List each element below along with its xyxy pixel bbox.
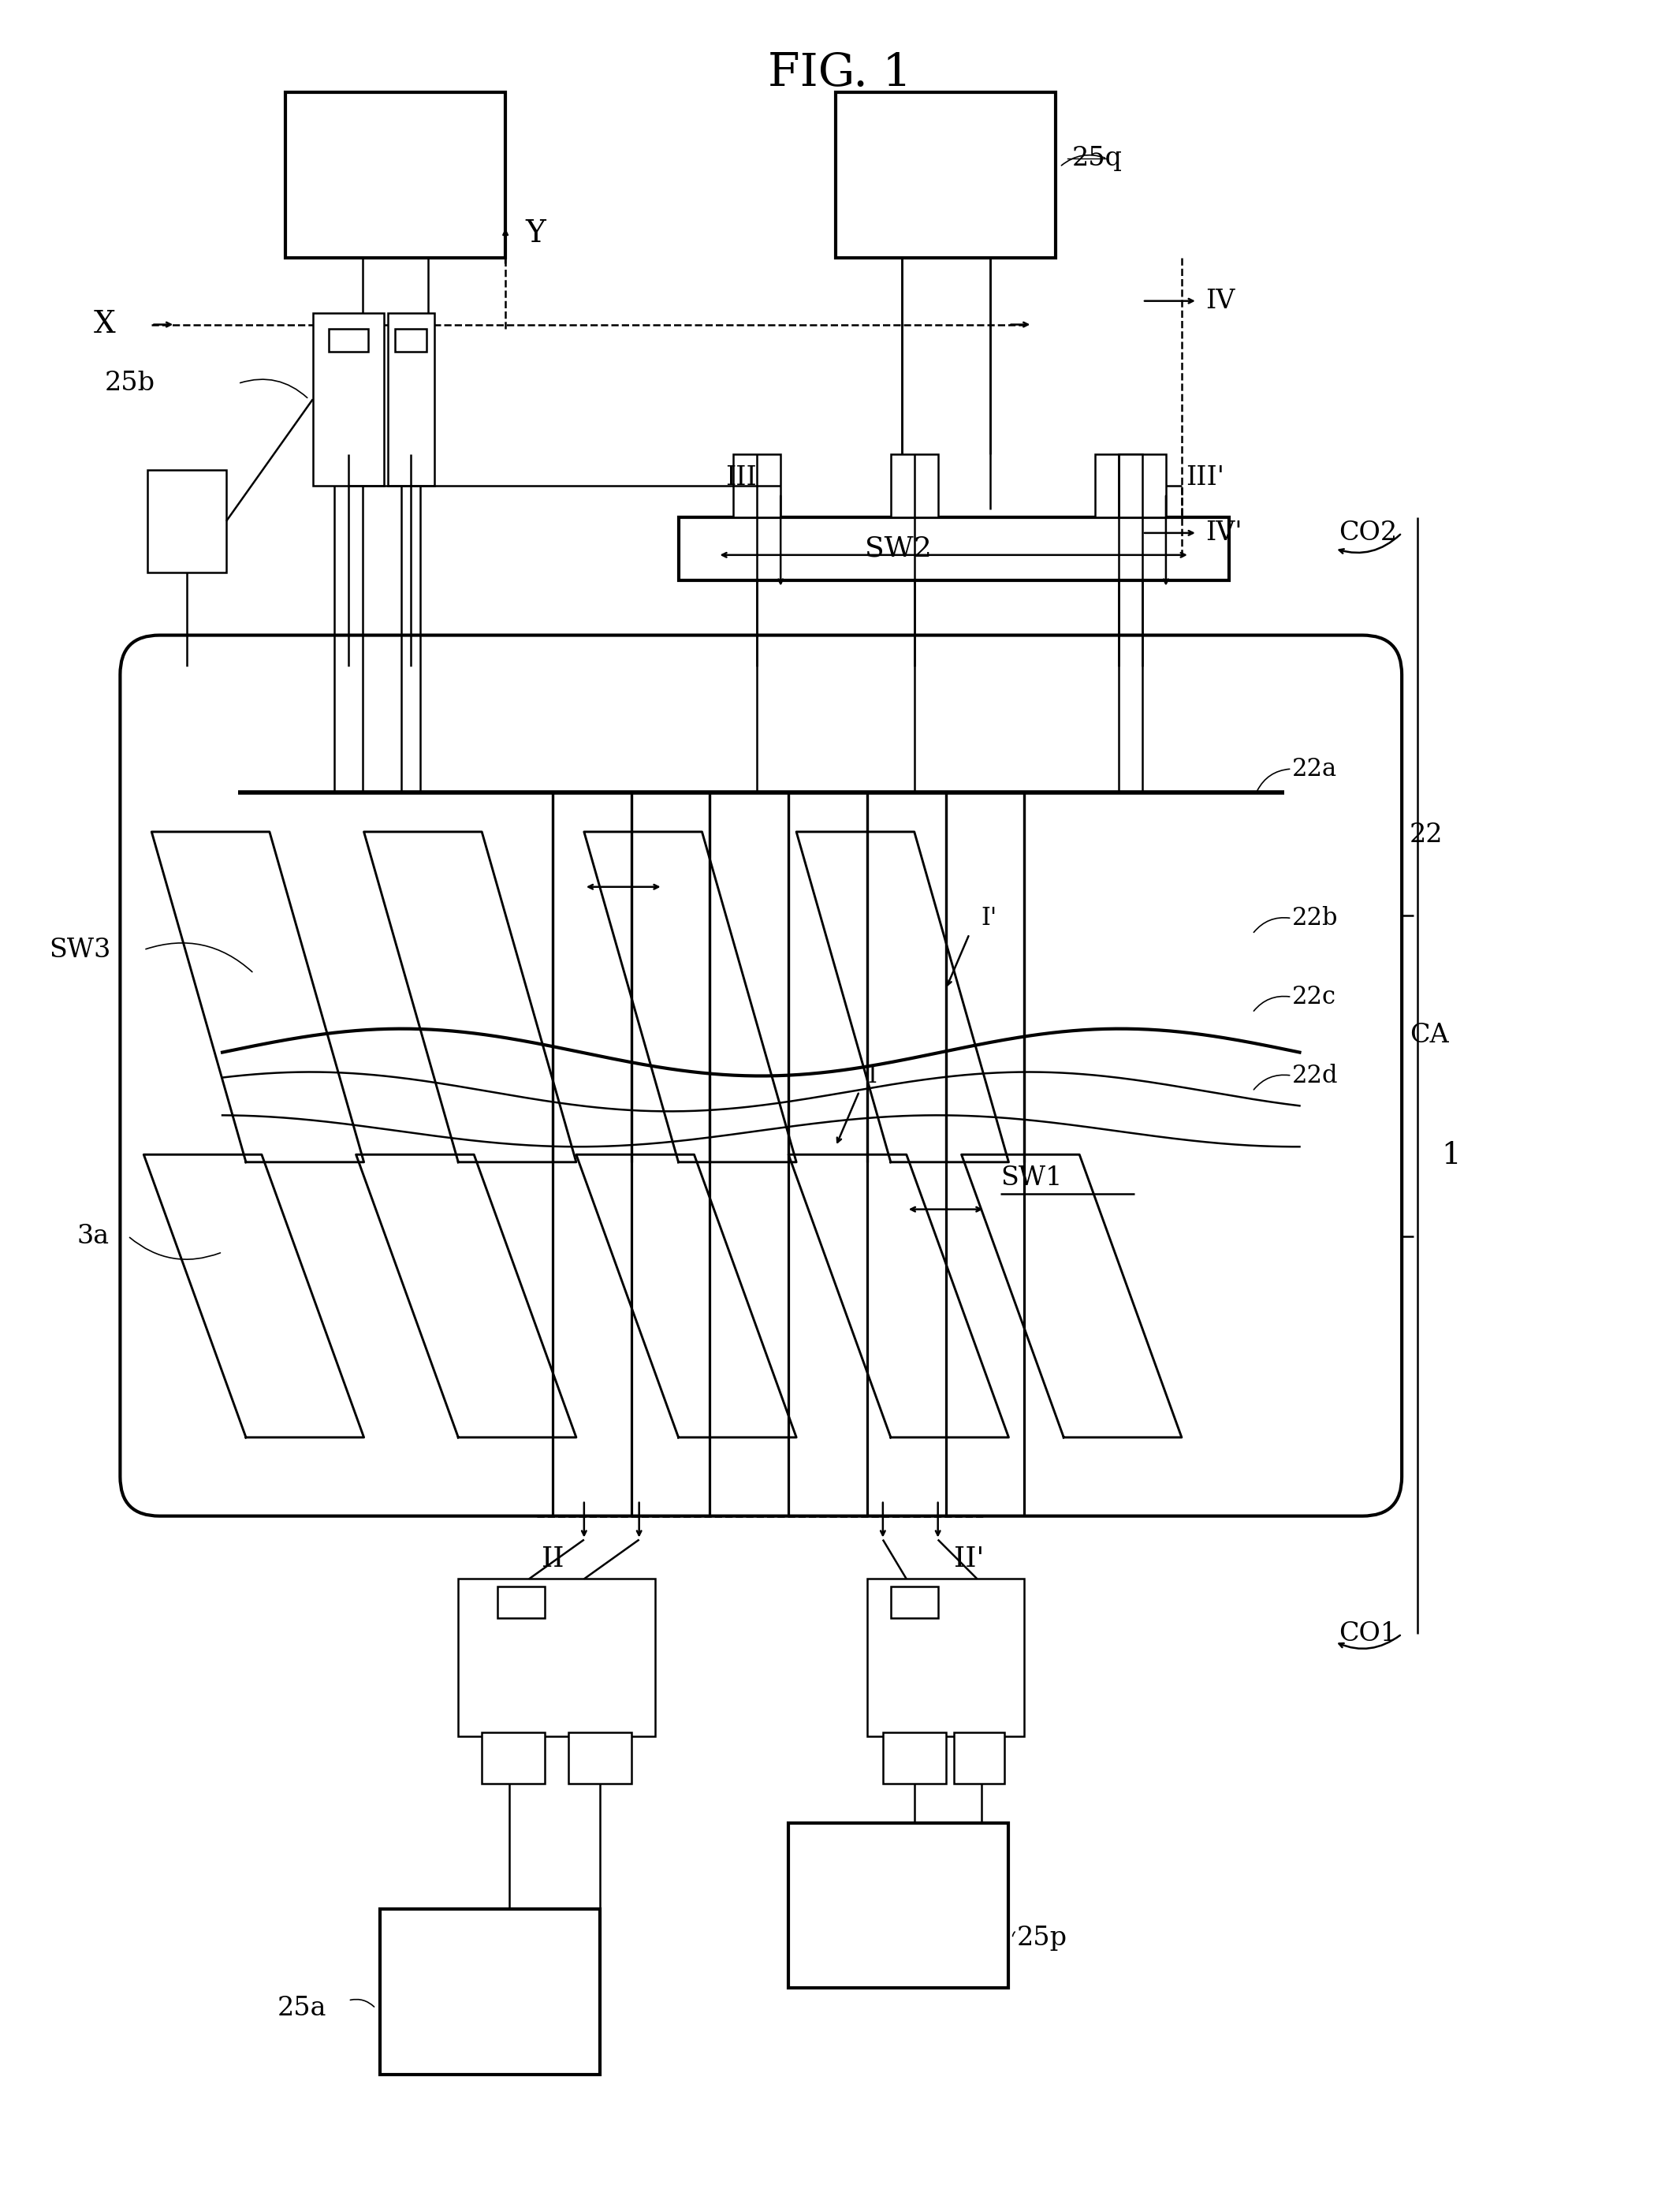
Bar (459, 1579, 655, 1736)
Bar (568, 1731, 632, 1784)
Bar (835, 93, 1055, 259)
Text: CO2: CO2 (1339, 520, 1398, 546)
Text: X: X (94, 310, 116, 338)
Text: 22c: 22c (1292, 984, 1336, 1008)
Text: 22b: 22b (1292, 907, 1337, 931)
Text: SW2: SW2 (865, 535, 932, 562)
Bar (148, 471, 227, 573)
Bar (329, 329, 368, 352)
Text: 25b: 25b (104, 371, 155, 396)
Text: 1: 1 (1441, 1141, 1460, 1170)
Bar (890, 453, 937, 517)
Text: 25a: 25a (277, 1997, 326, 2021)
Bar (1119, 453, 1166, 517)
Bar (954, 1731, 1005, 1784)
Text: 3a: 3a (77, 1223, 109, 1249)
Bar (286, 93, 506, 259)
Bar (380, 1910, 600, 2074)
FancyBboxPatch shape (121, 635, 1401, 1517)
Text: 22: 22 (1410, 822, 1443, 847)
Text: III': III' (1186, 464, 1225, 491)
Text: 25p: 25p (1016, 1926, 1067, 1950)
Text: II: II (541, 1545, 564, 1572)
Bar (497, 1587, 544, 1618)
Bar (482, 1731, 544, 1784)
Bar (1095, 453, 1142, 517)
Text: FIG. 1: FIG. 1 (768, 51, 912, 95)
Text: 22a: 22a (1292, 756, 1337, 780)
Text: SW3: SW3 (49, 937, 111, 962)
Text: CO1: CO1 (1339, 1621, 1398, 1647)
Text: II': II' (954, 1545, 984, 1572)
Text: IV': IV' (1205, 520, 1242, 546)
Text: IV: IV (1205, 287, 1235, 314)
Text: I': I' (981, 907, 998, 931)
Bar (395, 329, 427, 352)
Bar (734, 453, 781, 517)
Text: I: I (867, 1063, 877, 1088)
Bar (867, 1579, 1025, 1736)
Text: Y: Y (526, 219, 546, 248)
Bar (884, 1731, 946, 1784)
Text: CA: CA (1410, 1024, 1448, 1048)
Bar (788, 1822, 1008, 1988)
Bar (679, 517, 1228, 579)
Bar (312, 312, 383, 486)
Bar (890, 1587, 937, 1618)
Text: 25q: 25q (1072, 146, 1122, 170)
Text: III: III (726, 464, 758, 491)
Text: SW1: SW1 (1001, 1165, 1062, 1190)
Bar (388, 312, 435, 486)
Text: 22d: 22d (1292, 1063, 1337, 1088)
